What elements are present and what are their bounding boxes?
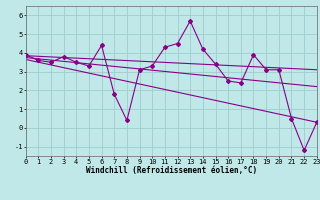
- X-axis label: Windchill (Refroidissement éolien,°C): Windchill (Refroidissement éolien,°C): [86, 166, 257, 175]
